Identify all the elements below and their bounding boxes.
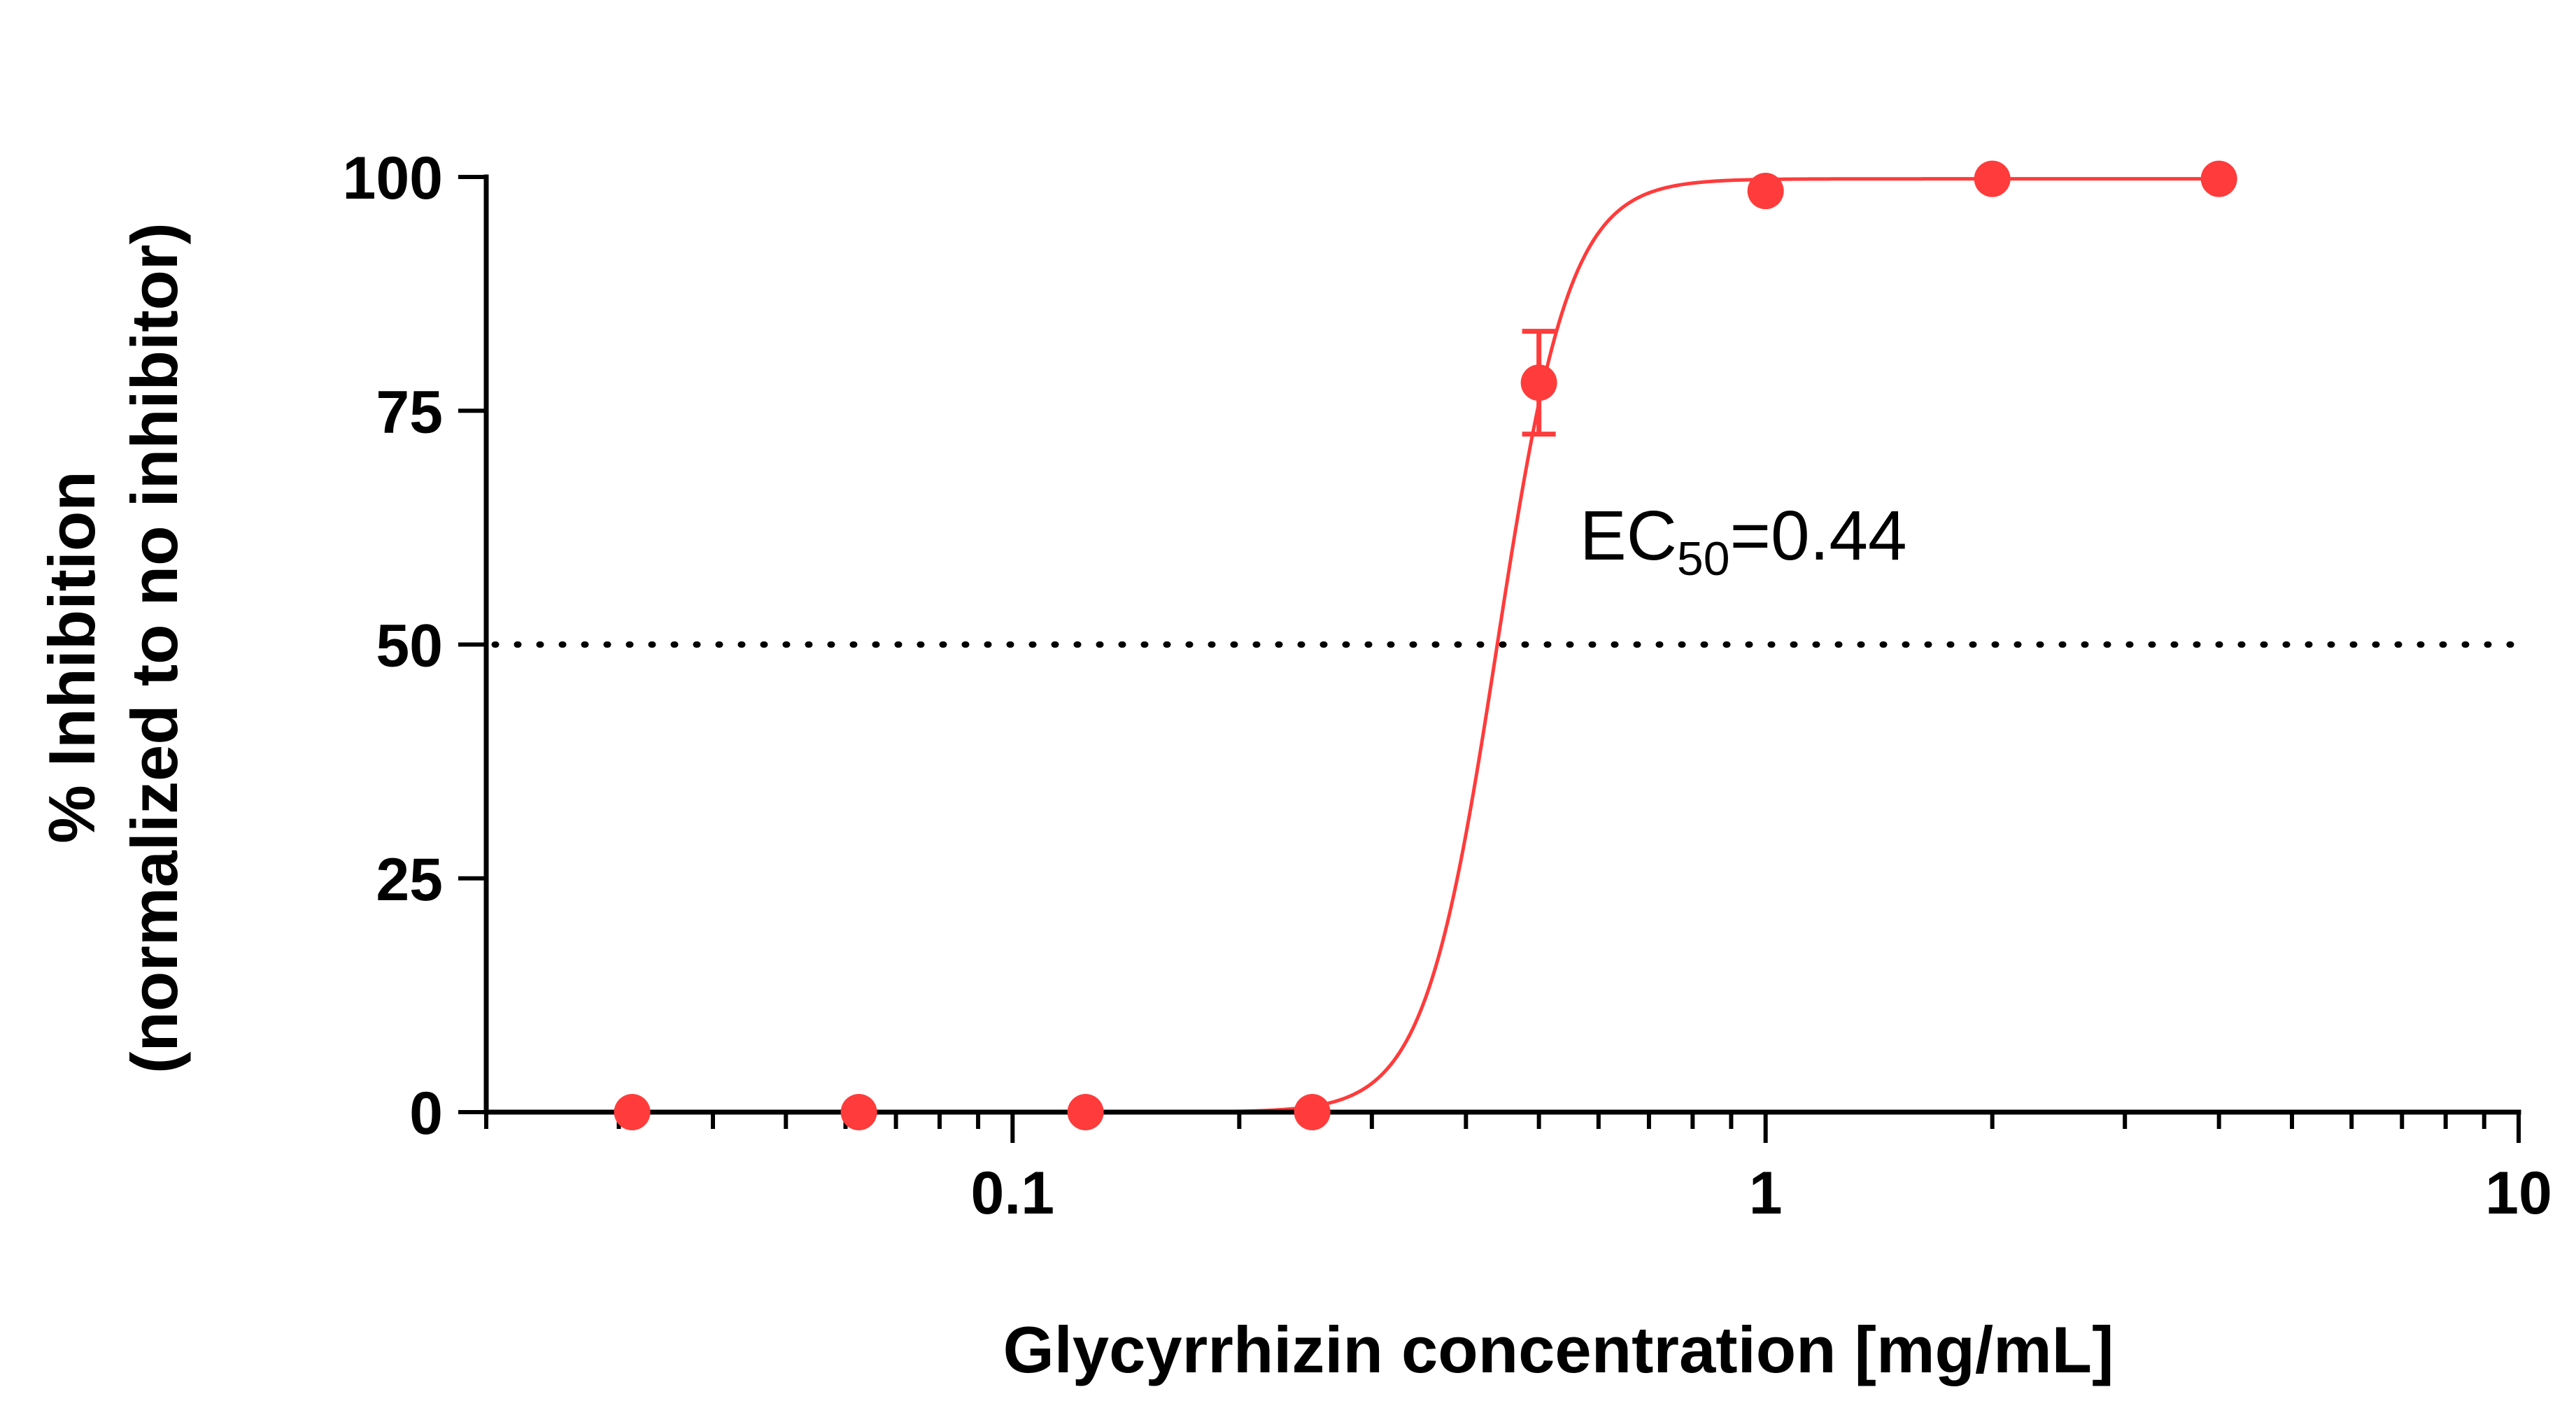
y-axis-title-line2: (normalized to no inhibitor): [118, 222, 191, 1074]
data-point: [1294, 1094, 1331, 1130]
ec50-annotation-main: EC: [1580, 497, 1677, 575]
x-axis-title: Glycyrrhizin concentration [mg/mL]: [1003, 1313, 2114, 1386]
y-tick-label: 50: [376, 613, 443, 680]
label-layer: 0 25 50 75 100 0.1 1 10: [343, 145, 2552, 1227]
x-tick-label: 0.1: [971, 1160, 1055, 1227]
y-axis-title-line1: % Inhibition: [35, 471, 108, 844]
y-axis-title: % Inhibition (normalized to no inhibitor…: [35, 222, 191, 1074]
axis-layer: [458, 174, 2521, 1143]
data-point: [1520, 364, 1557, 401]
ec50-annotation-value: =0.44: [1730, 497, 1907, 575]
data-point: [1067, 1094, 1104, 1130]
data-point: [2200, 160, 2237, 197]
x-tick-label: 1: [1749, 1160, 1783, 1227]
fit-curve: [632, 177, 2219, 1114]
y-tick-label: 25: [376, 846, 443, 913]
y-tick-label: 100: [343, 145, 444, 212]
curve-layer: [632, 177, 2219, 1114]
ec50-annotation: EC50=0.44: [1580, 497, 1907, 585]
y-tick-label: 75: [376, 378, 443, 446]
data-point: [1974, 160, 2011, 197]
ec50-annotation-sub: 50: [1677, 532, 1730, 585]
point-layer: [614, 160, 2237, 1130]
data-point: [1747, 173, 1784, 210]
y-tick-label: 0: [409, 1080, 443, 1147]
x-tick-label: 10: [2485, 1160, 2552, 1227]
data-point: [614, 1094, 651, 1130]
data-point: [840, 1094, 877, 1130]
